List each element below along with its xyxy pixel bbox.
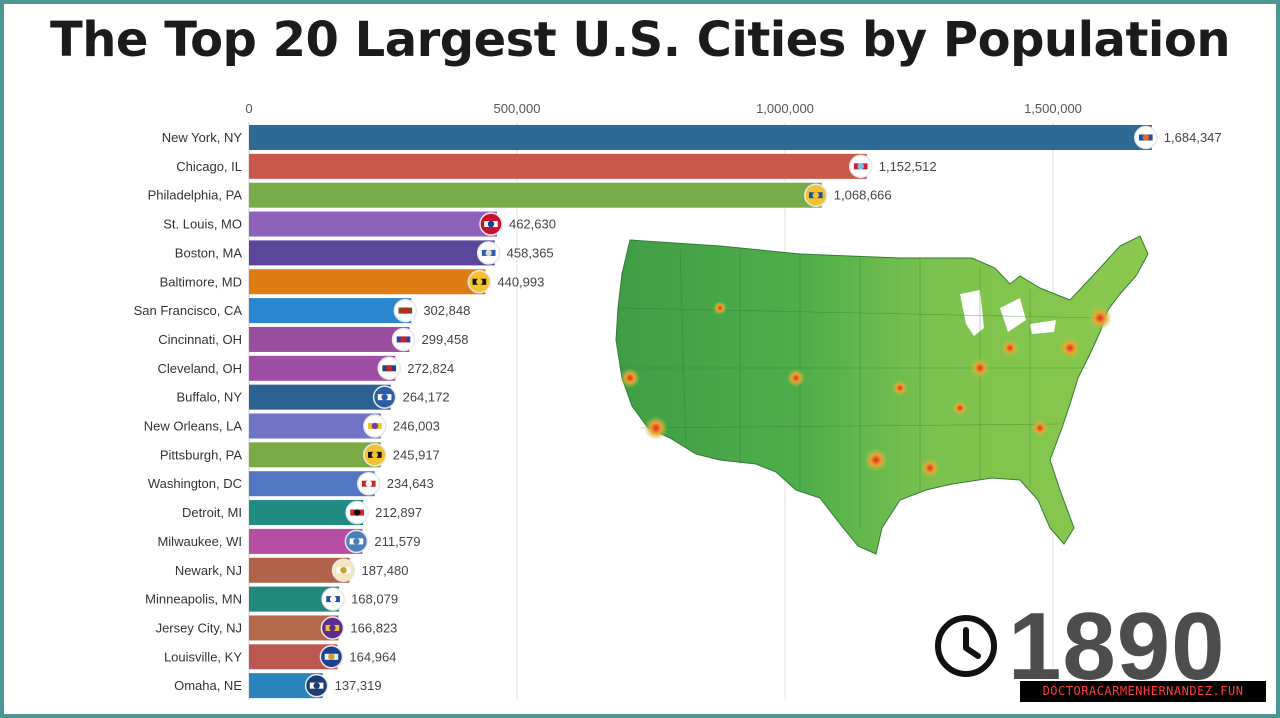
bar bbox=[249, 240, 495, 266]
bar bbox=[249, 384, 391, 410]
city-flag-emblem bbox=[485, 249, 492, 257]
bar bbox=[249, 326, 410, 352]
category-label: Baltimore, MD bbox=[160, 274, 242, 289]
chart-title: The Top 20 Largest U.S. Cities by Popula… bbox=[50, 12, 1230, 68]
category-label: St. Louis, MO bbox=[163, 217, 242, 232]
clock-icon bbox=[935, 615, 997, 677]
city-flag-emblem bbox=[371, 422, 379, 430]
value-label: 264,172 bbox=[403, 390, 450, 405]
category-label: Louisville, KY bbox=[164, 649, 242, 664]
value-label: 164,964 bbox=[349, 649, 396, 664]
city-flag-emblem bbox=[487, 220, 495, 228]
city-flag-emblem bbox=[386, 365, 393, 372]
value-label: 272,824 bbox=[407, 361, 454, 376]
bar bbox=[249, 500, 364, 526]
bar bbox=[249, 298, 412, 324]
city-flag-emblem bbox=[353, 509, 361, 516]
value-label: 462,630 bbox=[509, 217, 556, 232]
city-flag-emblem bbox=[313, 682, 320, 689]
category-label: Milwaukee, WI bbox=[157, 534, 242, 549]
x-tick-label: 500,000 bbox=[494, 101, 541, 116]
category-label: Buffalo, NY bbox=[176, 390, 242, 405]
value-label: 440,993 bbox=[497, 274, 544, 289]
value-label: 246,003 bbox=[393, 419, 440, 434]
value-label: 299,458 bbox=[422, 332, 469, 347]
watermark: DOCTORACARMENHERNANDEZ.FUN bbox=[1020, 681, 1266, 702]
city-flag-emblem bbox=[857, 163, 864, 170]
category-label: New Orleans, LA bbox=[144, 419, 243, 434]
value-label: 1,152,512 bbox=[879, 159, 937, 174]
category-label: New York, NY bbox=[162, 130, 243, 145]
city-flag-emblem bbox=[328, 653, 335, 660]
city-flag-emblem bbox=[353, 538, 360, 545]
category-label: Washington, DC bbox=[148, 476, 242, 491]
bar bbox=[249, 211, 497, 237]
value-label: 1,684,347 bbox=[1164, 130, 1222, 145]
bar bbox=[249, 413, 381, 439]
city-flag-emblem bbox=[329, 624, 336, 632]
category-label: Pittsburgh, PA bbox=[160, 447, 242, 462]
value-label: 187,480 bbox=[361, 563, 408, 578]
value-label: 458,365 bbox=[507, 245, 554, 260]
category-label: Newark, NJ bbox=[175, 563, 242, 578]
category-label: Minneapolis, MN bbox=[145, 592, 242, 607]
x-tick-label: 1,000,000 bbox=[756, 101, 814, 116]
bar bbox=[249, 355, 396, 381]
category-label: Jersey City, NJ bbox=[156, 620, 242, 635]
city-flag-emblem bbox=[812, 192, 820, 199]
bar bbox=[249, 269, 486, 295]
city-flag-emblem bbox=[402, 307, 409, 314]
city-flag-emblem bbox=[1142, 134, 1150, 141]
bar bbox=[249, 471, 375, 497]
category-label: Cincinnati, OH bbox=[158, 332, 242, 347]
x-tick-label: 1,500,000 bbox=[1024, 101, 1082, 116]
city-flag-emblem bbox=[329, 595, 337, 603]
category-label: Cleveland, OH bbox=[157, 361, 242, 376]
value-label: 245,917 bbox=[393, 447, 440, 462]
bar bbox=[249, 125, 1152, 150]
x-tick-label: 0 bbox=[245, 101, 252, 116]
bar bbox=[249, 182, 822, 208]
bar bbox=[249, 528, 363, 554]
category-label: Philadelphia, PA bbox=[148, 188, 243, 203]
value-label: 168,079 bbox=[351, 592, 398, 607]
city-flag-emblem bbox=[371, 451, 379, 459]
value-label: 211,579 bbox=[374, 534, 420, 549]
bar bbox=[249, 153, 867, 179]
category-label: Chicago, IL bbox=[176, 159, 242, 174]
value-label: 302,848 bbox=[423, 303, 470, 318]
great-lakes bbox=[960, 290, 1056, 336]
value-label: 212,897 bbox=[375, 505, 422, 520]
value-label: 1,068,666 bbox=[834, 188, 892, 203]
value-label: 234,643 bbox=[387, 476, 434, 491]
category-label: Boston, MA bbox=[175, 245, 243, 260]
city-flag-emblem bbox=[340, 567, 347, 574]
city-flag-emblem bbox=[365, 480, 372, 487]
value-label: 166,823 bbox=[350, 620, 397, 635]
city-flag-emblem bbox=[400, 336, 407, 343]
value-label: 137,319 bbox=[335, 678, 382, 693]
us-population-density-map bbox=[615, 235, 1149, 555]
bar bbox=[249, 442, 381, 468]
density-hotspots bbox=[620, 301, 1112, 478]
category-label: Omaha, NE bbox=[174, 678, 242, 693]
city-flag-emblem bbox=[381, 393, 388, 401]
category-label: San Francisco, CA bbox=[134, 303, 243, 318]
city-flag-emblem bbox=[476, 278, 483, 285]
category-label: Detroit, MI bbox=[182, 505, 242, 520]
us-landmass bbox=[615, 235, 1149, 555]
